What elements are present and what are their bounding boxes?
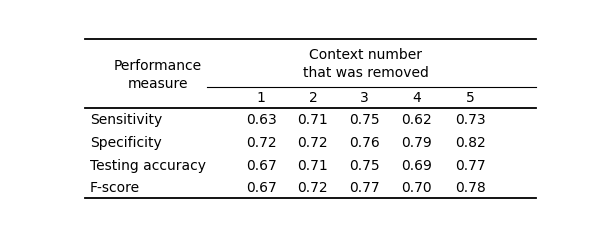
Text: 0.82: 0.82 [455,135,485,149]
Text: 0.71: 0.71 [298,113,328,127]
Text: 0.75: 0.75 [349,113,380,127]
Text: 0.71: 0.71 [298,158,328,172]
Text: 0.77: 0.77 [349,180,380,194]
Text: 0.67: 0.67 [246,180,276,194]
Text: Specificity: Specificity [90,135,162,149]
Text: F-score: F-score [90,180,140,194]
Text: 0.72: 0.72 [246,135,276,149]
Text: Sensitivity: Sensitivity [90,113,162,127]
Text: 0.72: 0.72 [298,180,328,194]
Text: 0.77: 0.77 [455,158,485,172]
Text: 0.75: 0.75 [349,158,380,172]
Text: 1: 1 [257,91,265,105]
Text: 3: 3 [360,91,369,105]
Text: 0.69: 0.69 [401,158,431,172]
Text: 4: 4 [412,91,421,105]
Text: 0.79: 0.79 [401,135,431,149]
Text: 0.78: 0.78 [455,180,485,194]
Text: 0.76: 0.76 [349,135,380,149]
Text: Performance
measure: Performance measure [114,58,202,90]
Text: Context number
that was removed: Context number that was removed [303,48,428,80]
Text: 5: 5 [466,91,474,105]
Text: 0.73: 0.73 [455,113,485,127]
Text: Testing accuracy: Testing accuracy [90,158,206,172]
Text: 0.72: 0.72 [298,135,328,149]
Text: 2: 2 [308,91,318,105]
Text: 0.62: 0.62 [401,113,431,127]
Text: 0.67: 0.67 [246,158,276,172]
Text: 0.63: 0.63 [246,113,276,127]
Text: 0.70: 0.70 [401,180,431,194]
